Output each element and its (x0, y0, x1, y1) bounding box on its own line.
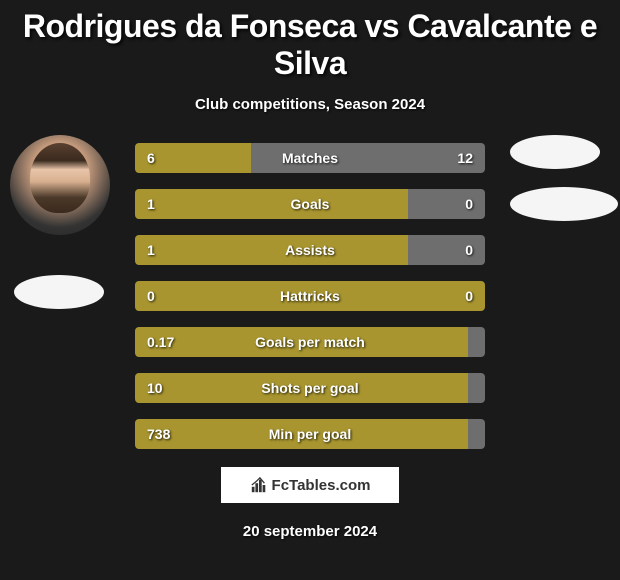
player-right-placeholder-1 (510, 135, 600, 169)
stat-label: Shots per goal (135, 373, 485, 403)
stat-row: 00Hattricks (135, 281, 485, 311)
stat-label: Min per goal (135, 419, 485, 449)
stat-label: Assists (135, 235, 485, 265)
stat-row: 10Assists (135, 235, 485, 265)
stat-label: Matches (135, 143, 485, 173)
stat-row: 612Matches (135, 143, 485, 173)
player-right-placeholder-2 (510, 187, 618, 221)
stat-row: 0.17Goals per match (135, 327, 485, 357)
stat-row: 10Shots per goal (135, 373, 485, 403)
page-title: Rodrigues da Fonseca vs Cavalcante e Sil… (0, 0, 620, 82)
stat-label: Hattricks (135, 281, 485, 311)
branding-badge: FcTables.com (221, 467, 399, 503)
stat-row: 738Min per goal (135, 419, 485, 449)
stat-label: Goals per match (135, 327, 485, 357)
comparison-content: 612Matches 10Goals 10Assists 00Hattricks 0.1… (0, 143, 620, 540)
footer-date: 20 september 2024 (0, 523, 620, 540)
subtitle: Club competitions, Season 2024 (0, 96, 620, 113)
stat-label: Goals (135, 189, 485, 219)
player-left-avatar (10, 135, 110, 235)
branding-chart-icon (250, 476, 268, 494)
stat-bars: 612Matches 10Goals 10Assists 00Hattricks 0.1… (135, 143, 485, 449)
player-left-placeholder (14, 275, 104, 309)
branding-text: FcTables.com (272, 477, 371, 494)
stat-row: 10Goals (135, 189, 485, 219)
